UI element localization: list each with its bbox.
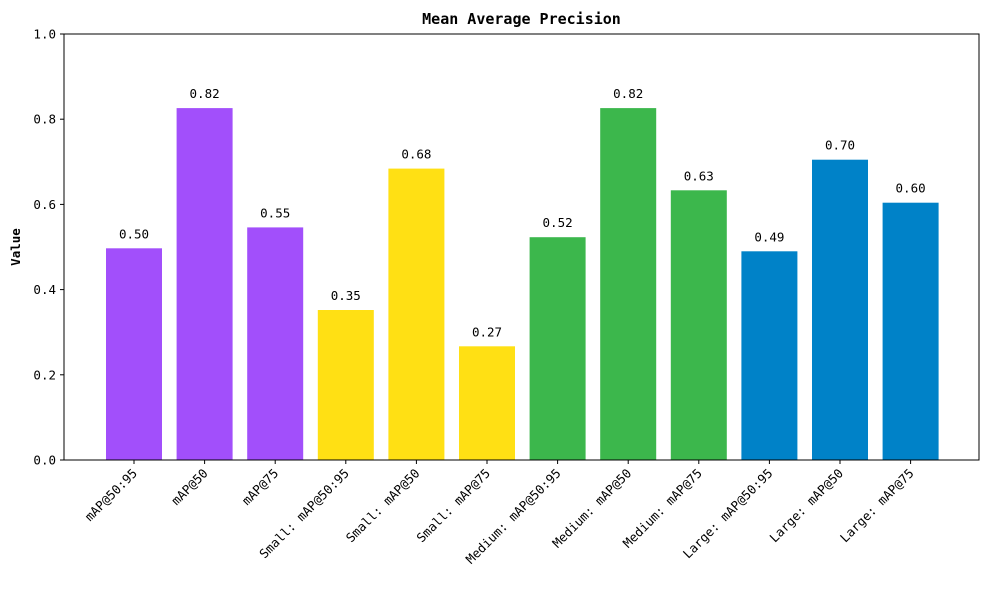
bar (529, 237, 586, 460)
y-axis-label: Value (8, 228, 23, 266)
y-tick-label: 0.8 (33, 112, 56, 127)
bar-value-label: 0.68 (401, 147, 431, 162)
bars (106, 108, 939, 461)
x-tick-label: Large: mAP@75 (837, 466, 917, 546)
bar-value-label: 0.55 (260, 205, 290, 220)
y-tick-label: 0.4 (33, 282, 56, 297)
y-axis-ticks: 0.0 0.2 0.4 0.6 0.8 1.0 (33, 27, 64, 468)
bar (247, 227, 304, 460)
y-tick-label: 0.2 (33, 367, 56, 382)
y-tick-label: 0.0 (33, 453, 56, 468)
bar (741, 251, 798, 460)
plot-frame (63, 33, 980, 461)
y-tick-label: 1.0 (33, 27, 56, 42)
bar-value-label: 0.52 (543, 215, 573, 230)
bar (600, 108, 657, 460)
data-labels: 0.50 0.82 0.55 0.35 0.68 0.27 0.52 0.82 0.63 0.49… (119, 86, 926, 339)
bar (882, 202, 939, 460)
x-tick-label: Small: mAP@50 (343, 466, 423, 546)
bar (459, 346, 515, 460)
bar-value-label: 0.49 (754, 229, 784, 244)
x-tick-label: mAP@50:95 (82, 466, 141, 525)
bar-value-label: 0.70 (825, 138, 855, 153)
bar-value-label: 0.82 (190, 86, 220, 101)
x-tick-label: mAP@75 (239, 466, 282, 509)
bar-value-label: 0.27 (472, 324, 502, 339)
x-tick-label: Large: mAP@50 (766, 466, 846, 546)
bar-value-label: 0.60 (896, 181, 926, 196)
bar (106, 248, 162, 460)
bar (812, 159, 868, 460)
x-tick-label: Small: mAP@75 (413, 466, 493, 546)
bar-value-label: 0.63 (684, 168, 714, 183)
bar (388, 168, 445, 460)
bar-value-label: 0.82 (613, 86, 643, 101)
bar (317, 310, 374, 460)
bar-value-label: 0.50 (119, 226, 149, 241)
bar (670, 190, 727, 461)
bar-value-label: 0.35 (331, 288, 361, 303)
chart-title: Mean Average Precision (422, 10, 621, 28)
x-tick-label: mAP@50 (168, 466, 211, 509)
y-tick-label: 0.6 (33, 197, 56, 212)
bar (176, 108, 233, 460)
